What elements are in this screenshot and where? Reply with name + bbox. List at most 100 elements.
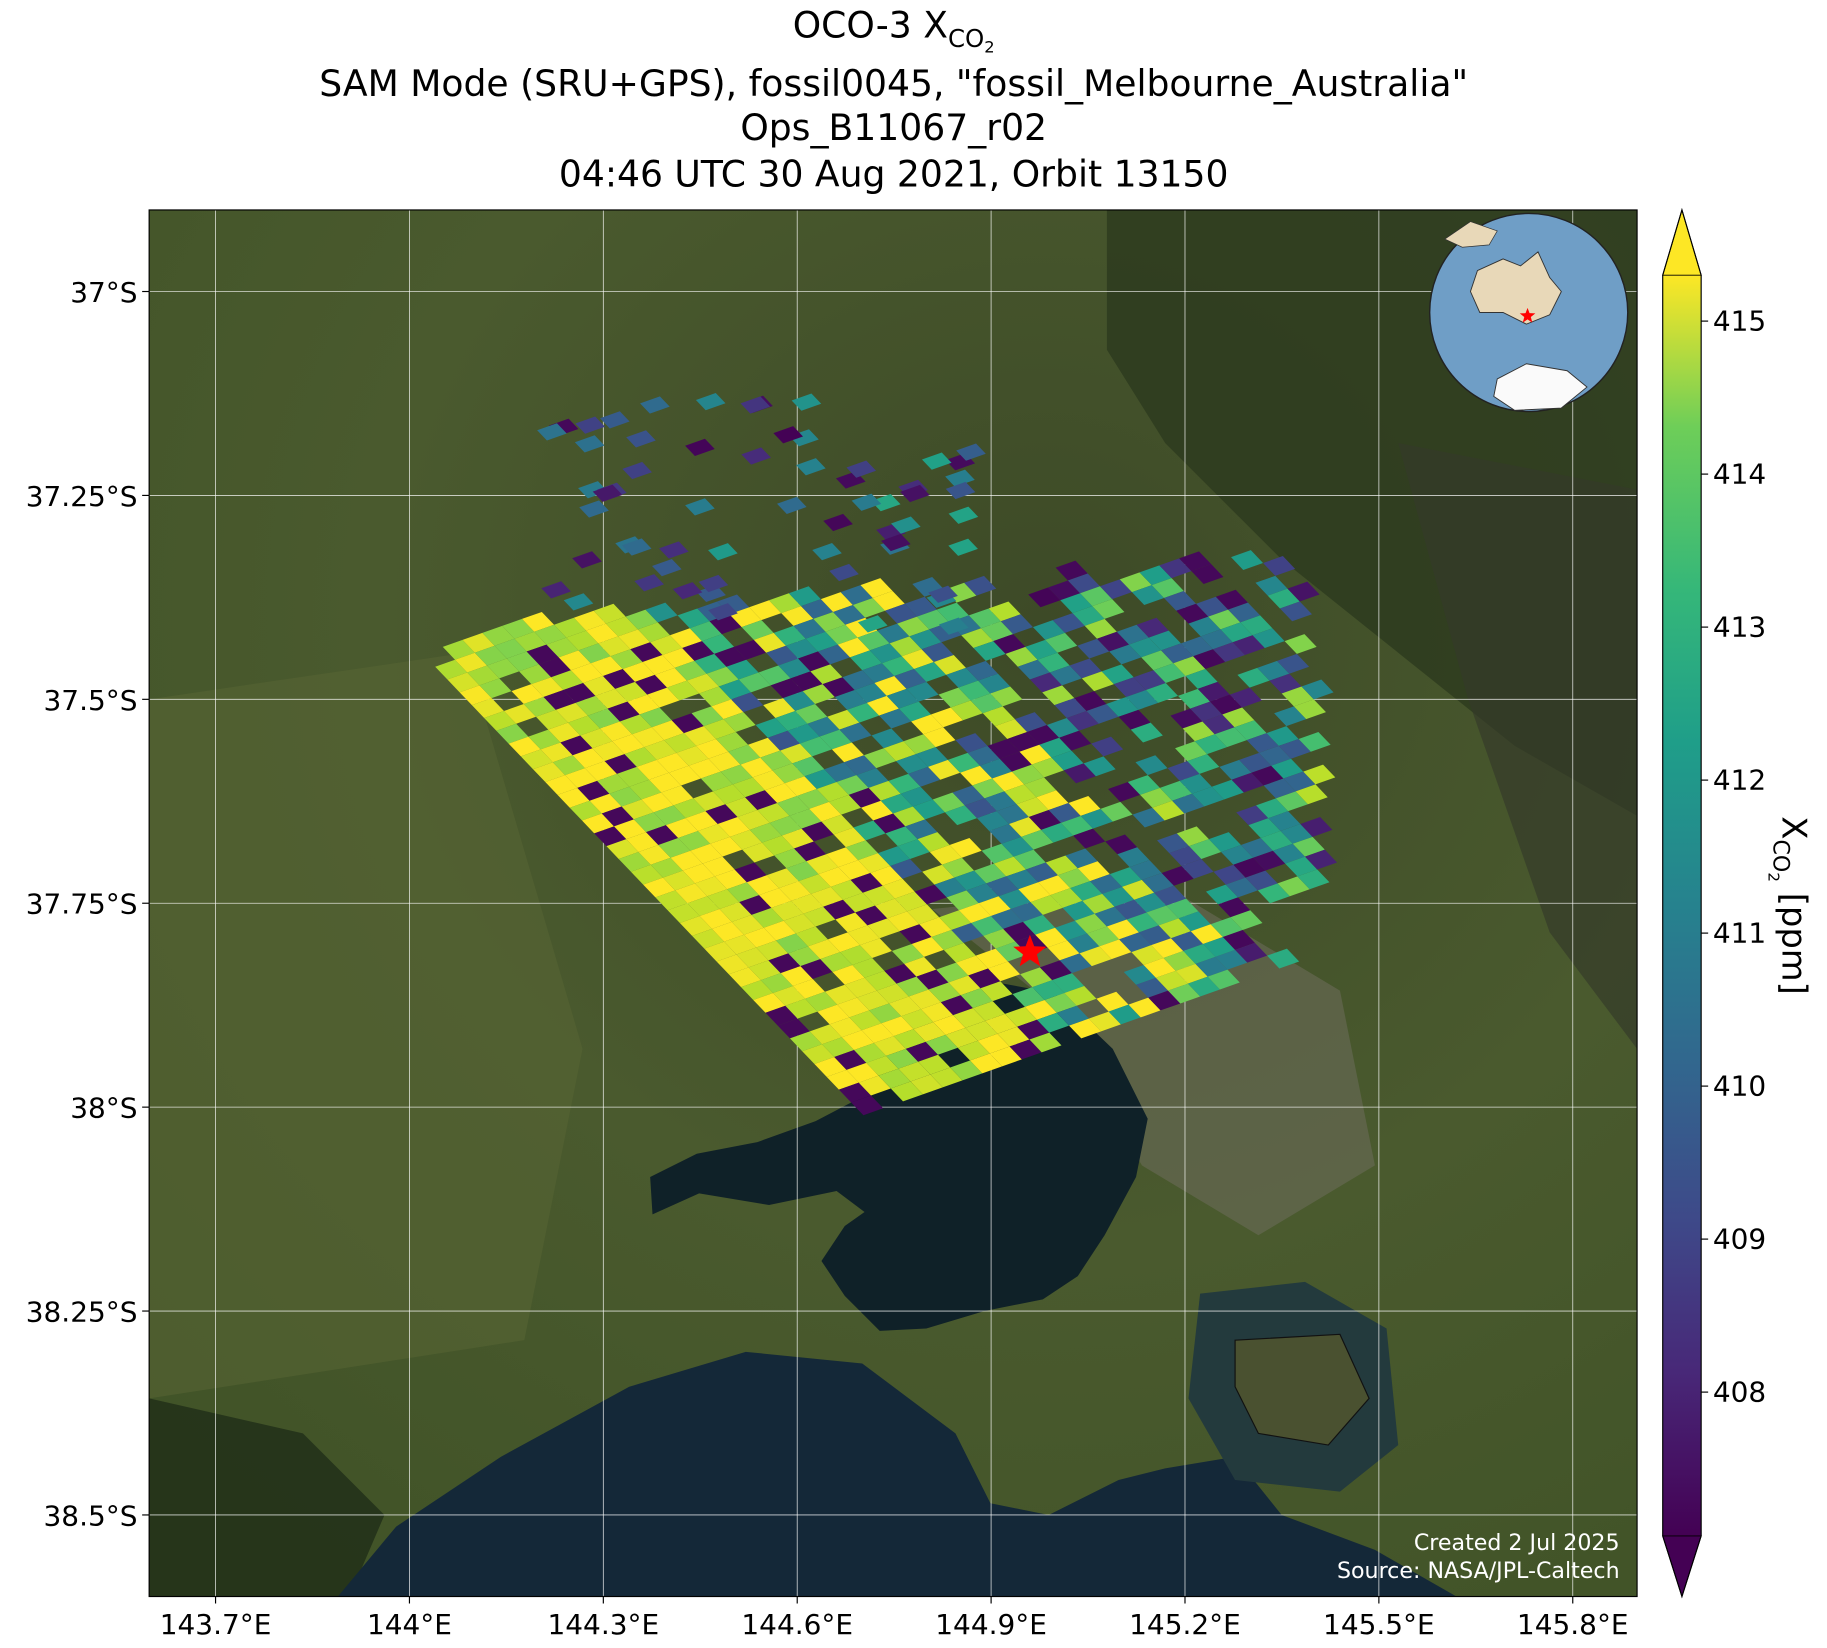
sounding-cell [989,824,1022,844]
sounding-cell [554,617,587,638]
sounding-cell [1024,999,1057,1020]
sounding-cell [1014,712,1047,732]
sounding-cell [778,881,811,901]
sounding-cell [1054,698,1087,718]
sounding-cell [1074,913,1107,934]
sounding-cell [1037,1012,1070,1033]
sounding-cell [928,982,961,1003]
sounding-cell [650,635,683,656]
sounding-cell [704,941,737,962]
y-tick-label: 37°S [70,276,137,309]
sounding-cell [851,1095,884,1116]
sounding-cell [729,607,762,628]
sounding-cell [911,714,944,735]
sounding-cell [960,765,993,786]
sounding-cell [658,541,689,559]
sounding-cell [1047,940,1080,961]
sounding-cell [1116,624,1149,645]
sounding-cell [910,1074,943,1095]
sounding-cell [695,392,726,411]
sounding-cell [964,575,997,596]
sounding-cell [728,744,761,765]
sounding-cell [766,868,799,889]
sounding-cell [1188,616,1221,637]
sounding-cell [528,729,561,750]
sounding-cell [1232,635,1265,656]
sounding-cell [992,771,1025,792]
sounding-cell [630,642,663,663]
sounding-cell [832,964,865,985]
sounding-cell [785,638,818,659]
sounding-cell [1038,875,1071,896]
sounding-cell [1167,761,1200,781]
sounding-cell [1240,837,1273,858]
sounding-cell [870,494,901,512]
sounding-cell [1056,1005,1089,1026]
sounding-cell [1044,992,1077,1013]
sounding-cell [1187,754,1220,774]
sounding-cell [447,672,480,693]
sounding-cell [1231,772,1264,793]
sounding-cell [609,786,642,807]
sounding-cell [767,730,800,751]
sounding-cell [1090,874,1123,894]
sounding-cell [967,745,1000,766]
sounding-cell [755,717,788,738]
sounding-cell [1072,606,1105,626]
sounding-cell [952,785,985,806]
sounding-cell [1151,578,1184,598]
sounding-cell [1050,888,1083,908]
sounding-cell [1062,900,1095,921]
sounding-cell [1231,550,1264,570]
sounding-cell [1129,860,1162,880]
sounding-cell [814,1057,847,1077]
sounding-cell [834,1050,867,1070]
sounding-cell [1141,872,1174,893]
sounding-cell [923,727,956,748]
sounding-cell [1032,980,1065,1000]
sounding-cell [908,766,941,787]
sounding-cell [808,939,841,960]
sounding-cell [586,623,619,644]
sounding-cell [794,841,827,862]
sounding-cell [896,976,929,997]
sounding-cell [682,641,715,661]
sounding-cell [1293,699,1326,720]
sounding-cell [1105,834,1138,855]
sounding-cell [978,673,1011,694]
sounding-cell [1185,669,1218,689]
sounding-cell [809,801,842,822]
sounding-cell [873,1036,906,1056]
sounding-cell [670,850,703,871]
sounding-cell [1255,575,1288,596]
sounding-cell [1074,691,1107,711]
sounding-cell [972,1001,1005,1021]
sounding-cell [853,820,886,841]
sounding-cell [824,762,857,783]
sounding-cell [881,1016,914,1037]
sounding-cell [804,769,837,790]
sounding-cell [984,791,1017,812]
sounding-cell [882,656,915,677]
y-tick-label: 38°S [70,1092,137,1125]
sounding-cell [1253,850,1286,871]
sounding-cell [781,828,814,849]
sounding-cell [1194,734,1227,755]
sounding-cell [1283,771,1316,792]
sounding-cell [1141,650,1174,671]
sounding-cell [673,798,706,819]
sounding-cell [799,736,832,757]
sounding-cell [972,778,1005,799]
sounding-cell [946,667,979,688]
sounding-cell [999,751,1032,772]
sounding-cell [891,516,921,534]
sounding-cell [776,933,809,954]
sounding-cell [841,1030,874,1051]
sounding-cell [1066,710,1099,731]
sounding-cell [856,990,890,1011]
sounding-cell [908,989,941,1010]
sounding-cell [1153,663,1186,684]
sounding-cell [592,484,623,502]
sounding-cell [1035,927,1068,948]
sounding-cell [852,597,885,618]
